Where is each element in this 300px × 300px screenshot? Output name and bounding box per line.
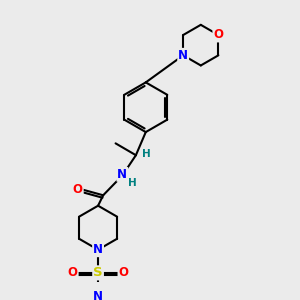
- Text: N: N: [93, 243, 103, 256]
- Text: N: N: [117, 168, 127, 181]
- Text: O: O: [118, 266, 128, 279]
- Text: O: O: [213, 28, 224, 41]
- Text: S: S: [93, 266, 103, 279]
- Text: N: N: [93, 290, 103, 300]
- Text: H: H: [128, 178, 136, 188]
- Text: O: O: [73, 183, 83, 196]
- Text: N: N: [178, 49, 188, 62]
- Text: O: O: [68, 266, 78, 279]
- Text: H: H: [142, 149, 151, 159]
